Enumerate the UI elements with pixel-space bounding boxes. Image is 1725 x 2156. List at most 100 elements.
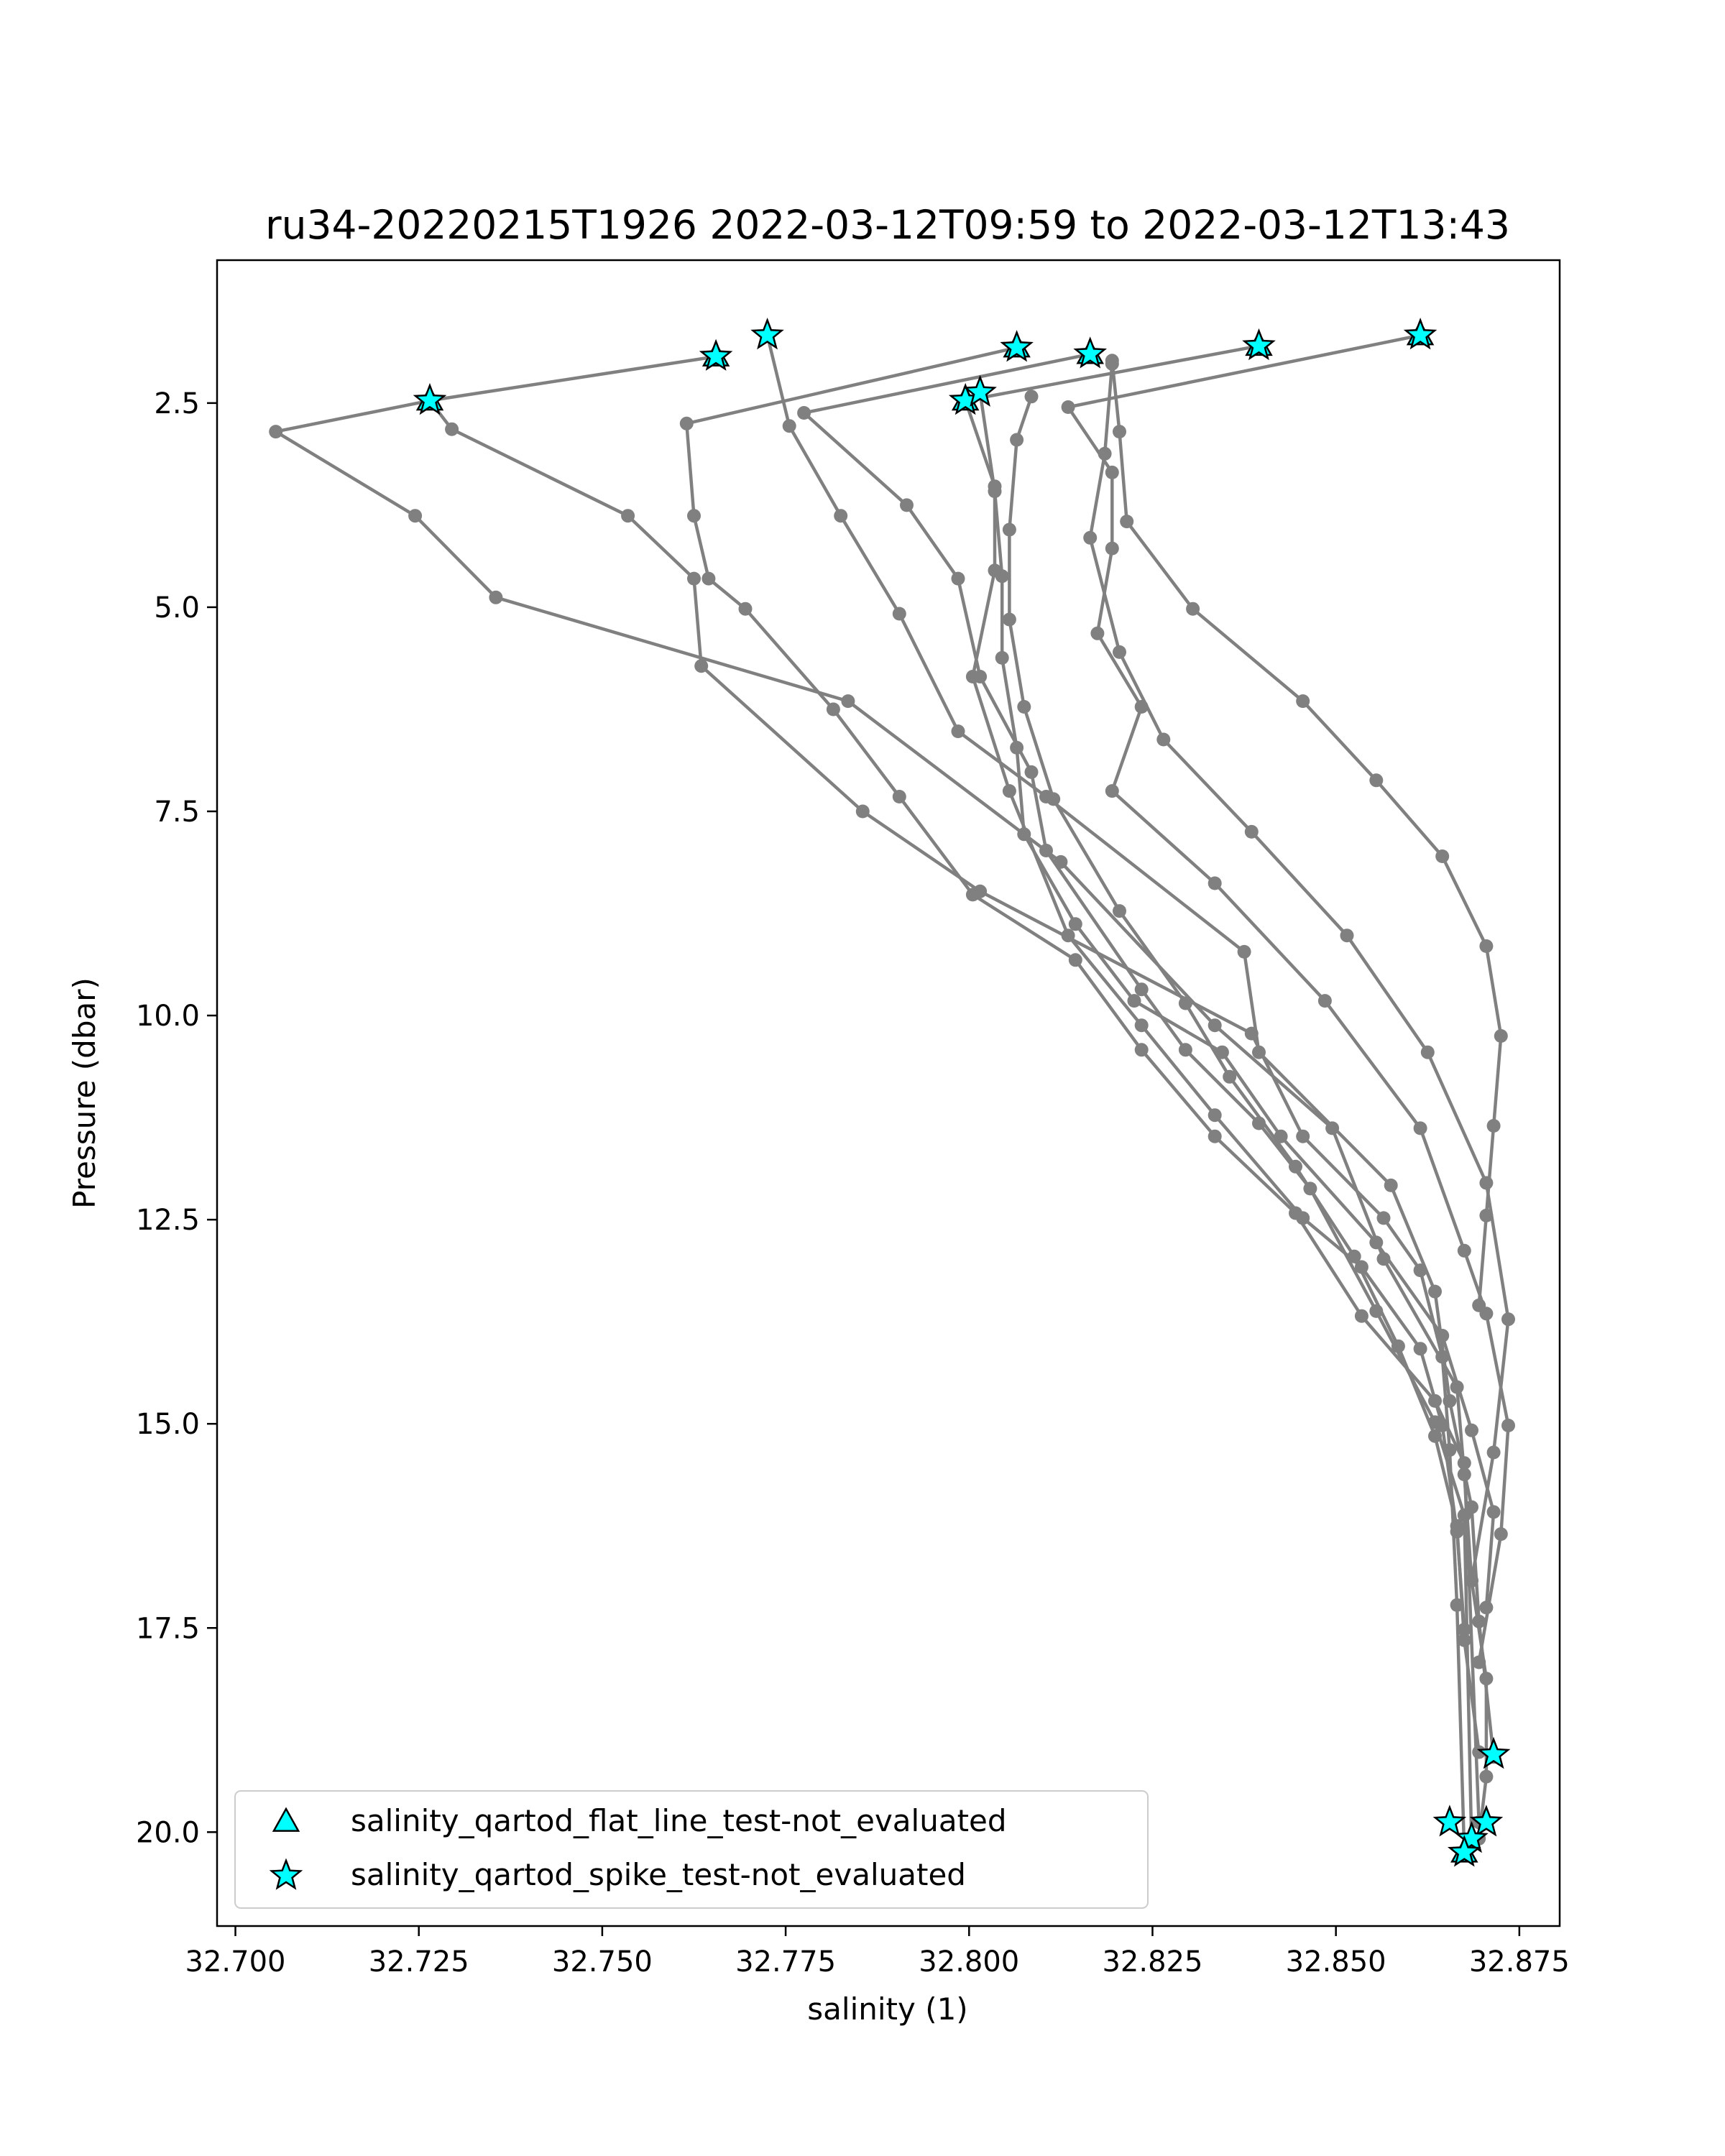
data-point <box>445 422 459 436</box>
data-point <box>1296 1129 1310 1143</box>
series-line <box>685 346 1481 1823</box>
data-point <box>1347 1249 1361 1263</box>
data-point <box>1354 1309 1368 1323</box>
legend-frame <box>234 1790 1149 1909</box>
data-point <box>1002 612 1016 627</box>
data-point <box>1384 1178 1398 1192</box>
legend-entry-flat-line: salinity_qartod_flat_line_test-not_evalu… <box>272 1803 1007 1838</box>
x-axis-label: salinity (1) <box>807 1991 967 2027</box>
spike-flag-marker <box>699 338 733 371</box>
y-tick-label: 2.5 <box>154 387 200 420</box>
data-point <box>995 569 1009 584</box>
data-point <box>900 498 914 512</box>
data-point <box>679 416 694 430</box>
data-point <box>269 425 283 439</box>
data-point <box>1435 1329 1450 1342</box>
qc-flags <box>413 317 1511 1867</box>
data-point <box>1435 849 1450 863</box>
legend: salinity_qartod_flat_line_test-not_evalu… <box>234 1790 1149 1909</box>
x-tick-label: 32.825 <box>1102 1945 1202 1978</box>
data-point <box>1244 824 1259 839</box>
spike-flag-marker <box>1455 1820 1489 1853</box>
data-point <box>1252 1045 1266 1059</box>
data-point <box>1369 773 1384 788</box>
data-point <box>1457 1633 1471 1647</box>
data-point <box>1472 1745 1486 1759</box>
data-point <box>1465 1573 1478 1588</box>
data-point <box>738 602 753 616</box>
x-tick-label: 32.700 <box>185 1945 286 1978</box>
data-point <box>1186 602 1200 616</box>
data-point <box>1472 1655 1486 1669</box>
data-point <box>1113 425 1126 439</box>
data-point <box>1435 1419 1450 1432</box>
series-line <box>1088 364 1510 1581</box>
spike-flag-marker <box>1242 328 1276 361</box>
data-point <box>1061 400 1075 414</box>
y-tick-label: 17.5 <box>136 1612 200 1645</box>
data-point <box>1479 1208 1494 1222</box>
data-point <box>1105 354 1119 368</box>
data-point <box>1501 1419 1515 1432</box>
data-point <box>1465 1423 1478 1437</box>
data-point <box>1428 1429 1442 1443</box>
data-point <box>965 670 980 683</box>
data-point <box>995 650 1009 665</box>
data-point <box>951 724 965 739</box>
data-point <box>1223 1069 1237 1084</box>
data-point <box>1113 645 1126 659</box>
data-point <box>1317 994 1332 1008</box>
data-point <box>1002 522 1016 537</box>
data-point <box>1486 1445 1501 1460</box>
data-point <box>694 659 709 673</box>
y-axis-label: Pressure (dbar) <box>67 977 102 1209</box>
legend-label-spike: salinity_qartod_spike_test-not_evaluated <box>351 1857 966 1892</box>
data-point <box>1208 876 1222 890</box>
data-point <box>1134 1043 1149 1057</box>
x-tick-label: 32.725 <box>369 1945 469 1978</box>
x-tick-label: 32.800 <box>919 1945 1019 1978</box>
x-tick-label: 32.850 <box>1286 1945 1386 1978</box>
series-8 <box>1002 390 1486 1759</box>
data-point <box>1098 446 1112 461</box>
data-point <box>1443 1393 1457 1408</box>
data-point <box>1296 694 1310 709</box>
spike-flag-marker <box>1403 317 1438 350</box>
spike-flag-marker <box>1432 1805 1467 1837</box>
data-point <box>1450 1519 1464 1533</box>
data-point <box>1501 1312 1515 1327</box>
data-point <box>1237 944 1251 959</box>
legend-entry-spike: salinity_qartod_spike_test-not_evaluated <box>269 1857 966 1892</box>
data-point <box>1289 1159 1302 1174</box>
data-point <box>1156 732 1171 747</box>
data-point <box>1127 994 1141 1008</box>
data-point <box>489 590 503 604</box>
chart-title: ru34-20220215T1926 2022-03-12T09:59 to 2… <box>265 202 1510 248</box>
y-tick-label: 10.0 <box>136 1000 200 1033</box>
data-point <box>1428 1284 1442 1299</box>
data-point <box>1068 953 1082 967</box>
data-point <box>1369 1235 1384 1250</box>
data-point <box>1494 1029 1508 1043</box>
legend-star-icon <box>269 1858 303 1890</box>
data-point <box>1039 844 1053 857</box>
data-point <box>1134 982 1149 997</box>
series-line <box>1008 396 1481 1753</box>
spike-flag-marker <box>750 318 784 350</box>
data-point <box>1105 784 1119 798</box>
data-point <box>1486 1505 1501 1519</box>
data-point <box>1010 433 1024 447</box>
y-tick-label: 7.5 <box>154 796 200 829</box>
data-point <box>1017 827 1031 842</box>
data-point <box>702 571 716 586</box>
data-point <box>1457 1456 1471 1470</box>
data-point <box>782 419 796 433</box>
x-tick-label: 32.875 <box>1469 1945 1570 1978</box>
plot-area <box>269 317 1515 1867</box>
data-point <box>1090 626 1105 640</box>
legend-label-flat-line: salinity_qartod_flat_line_test-not_evalu… <box>351 1803 1007 1838</box>
data-point <box>841 694 855 709</box>
data-point <box>1296 1211 1310 1225</box>
data-point <box>1479 1769 1494 1784</box>
